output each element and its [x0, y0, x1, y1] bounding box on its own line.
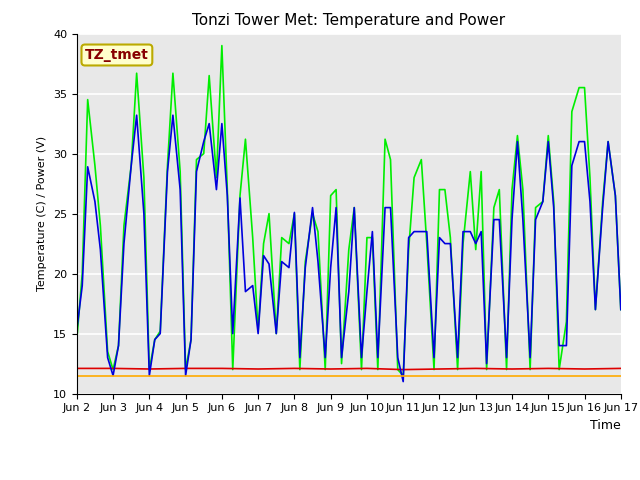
Air T: [218, 120, 226, 126]
Panel T: [200, 151, 207, 156]
Battery V: [436, 366, 444, 372]
Solar V: [508, 372, 516, 378]
Air T: [73, 327, 81, 333]
Battery V: [363, 366, 371, 372]
Air T: [394, 355, 402, 360]
Battery V: [109, 366, 117, 372]
Battery V: [218, 366, 226, 372]
Solar V: [254, 372, 262, 378]
Solar V: [545, 372, 552, 378]
Air T: [133, 112, 141, 118]
Solar V: [436, 372, 444, 378]
Title: Tonzi Tower Met: Temperature and Power: Tonzi Tower Met: Temperature and Power: [192, 13, 506, 28]
Panel T: [394, 367, 402, 372]
Solar V: [580, 372, 588, 378]
Battery V: [145, 366, 153, 372]
Panel T: [617, 307, 625, 312]
Battery V: [508, 366, 516, 372]
Solar V: [399, 372, 407, 378]
Solar V: [73, 372, 81, 378]
Battery V: [327, 366, 335, 372]
Line: Air T: Air T: [77, 115, 621, 382]
Battery V: [472, 366, 479, 372]
Solar V: [182, 372, 189, 378]
Solar V: [109, 372, 117, 378]
Y-axis label: Temperature (C) / Power (V): Temperature (C) / Power (V): [37, 136, 47, 291]
Air T: [617, 307, 625, 312]
Air T: [545, 139, 552, 144]
Battery V: [73, 366, 81, 372]
Text: TZ_tmet: TZ_tmet: [85, 48, 149, 62]
Battery V: [399, 367, 407, 372]
Battery V: [617, 366, 625, 372]
Solar V: [472, 372, 479, 378]
Battery V: [182, 366, 189, 372]
Panel T: [140, 175, 148, 180]
Legend: Panel T, Battery V, Air T, Solar V: Panel T, Battery V, Air T, Solar V: [157, 479, 541, 480]
Panel T: [611, 192, 619, 199]
Panel T: [218, 43, 226, 48]
Panel T: [212, 175, 220, 180]
Battery V: [580, 366, 588, 372]
Solar V: [291, 372, 298, 378]
Battery V: [291, 366, 298, 372]
Battery V: [545, 366, 552, 372]
Solar V: [363, 372, 371, 378]
Panel T: [399, 372, 407, 378]
X-axis label: Time: Time: [590, 419, 621, 432]
Battery V: [254, 366, 262, 372]
Air T: [611, 192, 619, 199]
Solar V: [327, 372, 335, 378]
Line: Battery V: Battery V: [77, 369, 621, 370]
Solar V: [617, 372, 625, 378]
Air T: [399, 379, 407, 384]
Solar V: [145, 372, 153, 378]
Panel T: [73, 336, 81, 342]
Panel T: [545, 132, 552, 138]
Solar V: [218, 372, 226, 378]
Air T: [205, 120, 213, 126]
Line: Panel T: Panel T: [77, 46, 621, 375]
Air T: [145, 372, 153, 378]
